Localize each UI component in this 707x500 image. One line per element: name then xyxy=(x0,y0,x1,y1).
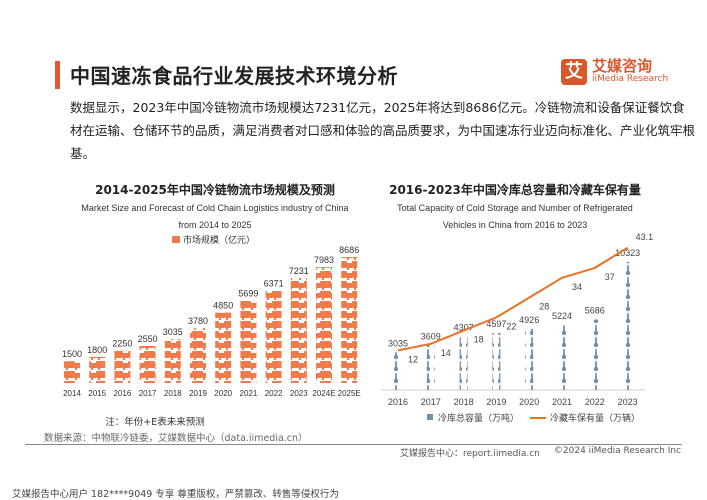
bar xyxy=(89,356,106,383)
x-tick-label: 2018 xyxy=(454,397,474,407)
bar xyxy=(525,328,534,390)
x-tick-label: 2020 xyxy=(214,389,232,398)
chart2-subtitle-2: Vehicles in China from 2016 to 2023 xyxy=(442,220,588,230)
x-tick-label: 2019 xyxy=(189,389,207,398)
bar-value-label: 4597 xyxy=(486,319,506,329)
logo-mark: 艾 xyxy=(561,58,587,85)
x-tick-label: 2014 xyxy=(63,389,81,398)
data-source: 数据来源：中物联冷链委，艾媒数据中心（data.iimedia.cn） xyxy=(44,433,308,444)
page-title: 中国速冻食品行业发展技术环境分析 xyxy=(70,64,398,88)
x-tick-label: 2022 xyxy=(585,397,605,407)
line-value-label: 22 xyxy=(506,321,516,331)
bar-value-label: 5686 xyxy=(585,305,605,315)
bar-value-label: 8686 xyxy=(339,245,359,255)
user-watermark-text: 艾媒报告中心用户 182****9049 专享 尊重版权，严禁篡改、转售等侵权行… xyxy=(12,489,339,500)
bar-value-label: 1500 xyxy=(62,349,82,359)
x-tick-label: 2022 xyxy=(265,389,283,398)
bar xyxy=(623,262,632,390)
bar xyxy=(459,336,468,390)
x-tick-label: 2023 xyxy=(290,389,308,398)
bar xyxy=(290,278,307,383)
x-tick-label: 2017 xyxy=(421,397,441,407)
line-series xyxy=(397,246,629,352)
x-tick-label: 2015 xyxy=(88,389,106,398)
line-value-label: 43.1 xyxy=(636,232,654,242)
bar-value-label: 7983 xyxy=(314,255,334,265)
footer-copyright: ©2024 iiMedia Research Inc xyxy=(553,446,681,456)
legend-label-line: 冷藏车保有量（万辆） xyxy=(550,412,640,423)
legend-label: 市场规模（亿元） xyxy=(183,234,255,245)
bar xyxy=(492,332,501,390)
line-value-label: 12 xyxy=(408,354,418,364)
x-tick-label: 2024E xyxy=(312,389,335,398)
bar xyxy=(265,290,282,383)
x-tick-label: 2018 xyxy=(164,389,182,398)
bar xyxy=(240,300,257,383)
bar-value-label: 3035 xyxy=(163,327,183,337)
legend-swatch xyxy=(172,236,180,243)
x-tick-label: 2025E xyxy=(338,389,361,398)
legend-swatch-bar xyxy=(427,414,433,420)
line-value-label: 37 xyxy=(605,272,615,282)
bar xyxy=(316,267,332,383)
line-value-label: 18 xyxy=(474,335,484,345)
bar xyxy=(215,312,232,383)
logo: 艾 艾媒咨询 iiMedia Research xyxy=(561,58,668,85)
footer-report-link[interactable]: 艾媒报告中心：report.iimedia.cn xyxy=(399,449,540,459)
chart2-title: 2016-2023年中国冷库总容量和冷藏车保有量 xyxy=(389,183,641,197)
bar xyxy=(558,325,566,390)
bar xyxy=(190,328,206,383)
bar-value-label: 3035 xyxy=(388,338,408,348)
bar-value-label: 4926 xyxy=(519,315,539,325)
x-tick-label: 2021 xyxy=(240,389,258,398)
footer-divider xyxy=(25,444,682,445)
bar xyxy=(114,350,131,383)
bar-value-label: 4850 xyxy=(213,301,233,311)
chart1-title: 2014-2025年中国冷链物流市场规模及预测 xyxy=(95,183,335,197)
chart2-subtitle-1: Total Capacity of Cold Storage and Numbe… xyxy=(397,203,633,213)
intro-paragraph: 数据显示，2023年中国冷链物流市场规模达7231亿元，2025年将达到8686… xyxy=(70,100,696,161)
chart1-subtitle-1: Market Size and Forecast of Cold Chain L… xyxy=(81,203,349,213)
footer: 艾媒报告中心：report.iimedia.cn ©2024 iiMedia R… xyxy=(400,446,681,459)
chart2-plot: 3035 2016 3609 2017 4307 2018 4597 2019 4926 2020… xyxy=(381,232,653,423)
bar-value-label: 3780 xyxy=(188,316,208,326)
title-accent-bar xyxy=(55,61,60,89)
x-tick-label: 2017 xyxy=(139,389,157,398)
x-tick-label: 2016 xyxy=(388,397,408,407)
bar xyxy=(139,346,156,383)
line-value-label: 34 xyxy=(572,282,582,292)
line-value-label: 14 xyxy=(441,348,451,358)
logo-cn: 艾媒咨询 xyxy=(592,57,653,75)
x-tick-label: 2019 xyxy=(486,397,506,407)
bar-value-label: 6371 xyxy=(264,279,284,289)
bar-value-label: 10323 xyxy=(615,248,640,258)
chart1-plot: 市场规模（亿元） 1500 2014 1800 2015 2250 2016 2550 2017… xyxy=(62,234,361,398)
chart1-subtitle-2: from 2014 to 2025 xyxy=(178,220,252,230)
bar-value-label: 2550 xyxy=(138,334,158,344)
bar xyxy=(426,345,435,390)
line-value-label: 28 xyxy=(539,302,549,312)
chart1-note: 注：年份+E表未来预测 xyxy=(105,417,205,428)
x-tick-label: 2023 xyxy=(618,397,638,407)
bar-value-label: 5699 xyxy=(238,288,258,298)
bar-value-label: 3609 xyxy=(421,331,441,341)
bar-value-label: 4307 xyxy=(454,323,474,333)
bar xyxy=(394,352,402,390)
bar xyxy=(64,361,80,383)
legend-label-bar: 冷库总容量（万吨） xyxy=(438,412,519,423)
bar-value-label: 5224 xyxy=(552,311,572,321)
bar xyxy=(341,257,358,383)
x-tick-label: 2016 xyxy=(114,389,132,398)
logo-en: iiMedia Research xyxy=(592,74,669,84)
bar-value-label: 7231 xyxy=(289,266,309,276)
bar-value-label: 1800 xyxy=(87,345,107,355)
x-tick-label: 2021 xyxy=(552,397,572,407)
bar xyxy=(590,319,599,390)
bar xyxy=(164,338,181,383)
bar-value-label: 2250 xyxy=(112,338,132,348)
x-tick-label: 2020 xyxy=(519,397,539,407)
